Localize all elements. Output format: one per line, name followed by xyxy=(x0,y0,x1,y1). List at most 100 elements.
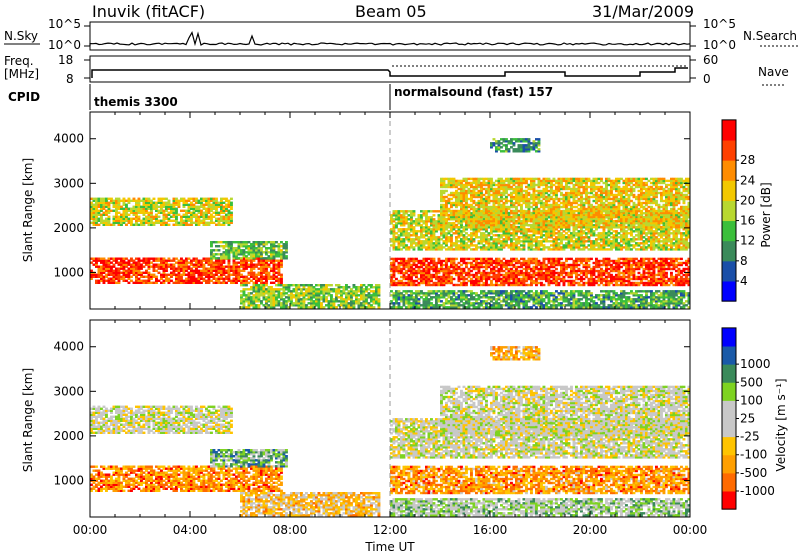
echo-cell xyxy=(130,264,133,266)
echo-cell xyxy=(110,210,113,212)
echo-cell xyxy=(133,198,136,200)
echo-cell xyxy=(375,288,378,290)
echo-cell xyxy=(283,243,286,245)
echo-cell xyxy=(575,238,578,240)
echo-cell xyxy=(188,272,191,274)
echo-cell xyxy=(305,304,308,306)
echo-cell xyxy=(245,294,248,296)
echo-cell xyxy=(400,248,403,250)
echo-cell xyxy=(115,268,118,270)
echo-cell xyxy=(570,232,573,234)
echo-cell xyxy=(620,262,623,264)
echo-cell xyxy=(440,210,443,212)
echo-cell xyxy=(635,262,638,264)
echo-cell xyxy=(410,244,413,246)
echo-cell xyxy=(100,198,103,200)
echo-cell xyxy=(270,270,273,272)
echo-cell xyxy=(535,258,538,260)
echo-cell xyxy=(248,282,251,284)
echo-cell xyxy=(610,264,613,266)
echo-cell xyxy=(223,278,226,280)
echo-cell xyxy=(600,268,603,270)
echo-cell xyxy=(213,262,216,264)
echo-cell xyxy=(278,288,281,290)
echo-cell xyxy=(520,270,523,272)
echo-cell xyxy=(395,210,398,212)
echo-cell xyxy=(638,282,641,284)
echo-cell xyxy=(565,264,568,266)
echo-cell xyxy=(173,264,176,266)
freq-label: Freq. xyxy=(4,54,34,68)
echo-cell xyxy=(235,262,238,264)
echo-cell xyxy=(598,260,601,262)
echo-cell xyxy=(470,212,473,214)
echo-cell xyxy=(500,234,503,236)
echo-cell xyxy=(628,238,631,240)
echo-cell xyxy=(265,270,268,272)
echo-cell xyxy=(373,290,376,292)
echo-cell xyxy=(353,300,356,302)
echo-cell xyxy=(578,260,581,262)
echo-cell xyxy=(600,232,603,234)
echo-cell xyxy=(253,249,256,251)
echo-cell xyxy=(130,218,133,220)
echo-cell xyxy=(250,286,253,288)
echo-cell xyxy=(570,244,573,246)
echo-cell xyxy=(323,284,326,286)
echo-cell xyxy=(618,232,621,234)
echo-cell xyxy=(238,262,241,264)
echo-cell xyxy=(133,206,136,208)
echo-cell xyxy=(288,294,291,296)
echo-cell xyxy=(298,284,301,286)
echo-cell xyxy=(533,266,536,268)
echo-cell xyxy=(563,276,566,278)
echo-cell xyxy=(520,278,523,280)
echo-cell xyxy=(153,198,156,200)
echo-cell xyxy=(415,242,418,244)
echo-cell xyxy=(185,200,188,202)
echo-cell xyxy=(590,240,593,242)
echo-cell xyxy=(583,258,586,260)
echo-cell xyxy=(673,260,676,262)
echo-cell xyxy=(285,255,288,257)
nsky-label: N.Sky xyxy=(4,29,38,43)
echo-cell xyxy=(418,260,421,262)
echo-cell xyxy=(145,216,148,218)
echo-cell xyxy=(123,258,126,260)
echo-cell xyxy=(653,258,656,260)
echo-cell xyxy=(625,280,628,282)
echo-cell xyxy=(425,260,428,262)
echo-cell xyxy=(220,224,223,226)
echo-cell xyxy=(558,260,561,262)
echo-cell xyxy=(285,292,288,294)
echo-cell xyxy=(95,280,98,282)
echo-cell xyxy=(595,270,598,272)
echo-cell xyxy=(483,232,486,234)
nave-label: Nave xyxy=(758,65,789,79)
echo-cell xyxy=(458,240,461,242)
echo-cell xyxy=(435,220,438,222)
cpid-row: CPID themis 3300 normalsound (fast) 157 xyxy=(8,84,553,110)
echo-cell xyxy=(133,270,136,272)
echo-cell xyxy=(438,236,441,238)
echo-cell xyxy=(413,238,416,240)
echo-cell xyxy=(500,260,503,262)
echo-cell xyxy=(665,280,668,282)
echo-cell xyxy=(618,236,621,238)
echo-cell xyxy=(525,210,528,212)
echo-cell xyxy=(488,226,491,228)
echo-cell xyxy=(530,258,533,260)
echo-cell xyxy=(218,257,221,259)
echo-cell xyxy=(135,270,138,272)
echo-cell xyxy=(233,247,236,249)
echo-cell xyxy=(598,242,601,244)
echo-cell xyxy=(580,284,583,286)
echo-cell xyxy=(495,244,498,246)
echo-cell xyxy=(270,276,273,278)
echo-cell xyxy=(118,212,121,214)
echo-cell xyxy=(678,262,681,264)
echo-cell xyxy=(263,241,266,243)
echo-cell xyxy=(638,272,641,274)
echo-cell xyxy=(423,226,426,228)
echo-cell xyxy=(425,238,428,240)
